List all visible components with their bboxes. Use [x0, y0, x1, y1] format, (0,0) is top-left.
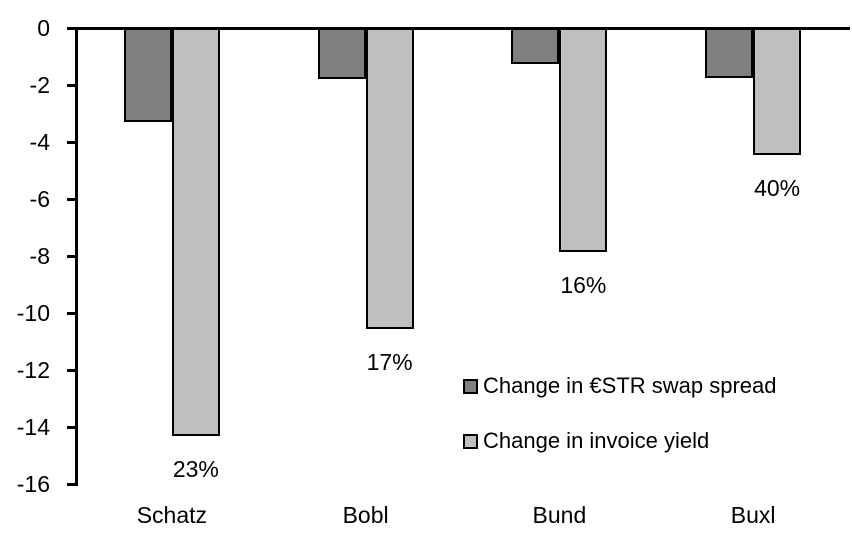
y-tick-label: -4 [29, 129, 50, 155]
x-category-label: Schatz [136, 502, 208, 528]
bar-invoice-yield-bobl [365, 28, 414, 329]
bar-swap-spread-buxl [705, 28, 754, 78]
bar-swap-spread-bobl [317, 28, 366, 79]
y-tick-label: 0 [37, 15, 50, 41]
x-category-label: Bobl [342, 502, 389, 528]
y-tick-label: -14 [16, 414, 50, 440]
y-tick-label: -16 [16, 471, 50, 497]
bar-value-label: 40% [754, 175, 801, 201]
y-tick-mark [67, 84, 75, 87]
x-category-label: Buxl [730, 502, 776, 528]
y-tick-mark [67, 255, 75, 258]
x-axis-line [67, 27, 850, 30]
legend-marker-icon [463, 378, 478, 394]
bar-swap-spread-schatz [123, 28, 172, 122]
bar-value-label: 23% [172, 456, 219, 482]
bar-swap-spread-bund [511, 28, 560, 64]
legend-item-invoice-yield: Change in invoice yield [463, 428, 709, 453]
y-tick-mark [67, 312, 75, 315]
legend-item-swap-spread: Change in €STR swap spread [463, 373, 777, 398]
y-tick-mark [67, 141, 75, 144]
legend-label: Change in invoice yield [483, 428, 710, 453]
bar-value-label: 16% [560, 272, 607, 298]
legend-label: Change in €STR swap spread [483, 373, 777, 398]
bar-invoice-yield-bund [559, 28, 608, 252]
y-tick-label: -12 [16, 357, 50, 383]
bar-invoice-yield-schatz [171, 28, 220, 436]
legend-marker-icon [463, 433, 478, 449]
x-category-label: Bund [532, 502, 587, 528]
y-tick-mark [67, 198, 75, 201]
bar-value-label: 17% [366, 349, 413, 375]
y-axis-line [75, 27, 78, 486]
y-tick-label: -2 [29, 72, 50, 98]
y-tick-label: -10 [16, 300, 50, 326]
y-tick-mark [67, 483, 75, 486]
y-tick-mark [67, 426, 75, 429]
y-tick-label: -6 [29, 186, 50, 212]
bar-invoice-yield-buxl [753, 28, 802, 155]
y-tick-label: -8 [29, 243, 50, 269]
y-tick-mark [67, 369, 75, 372]
